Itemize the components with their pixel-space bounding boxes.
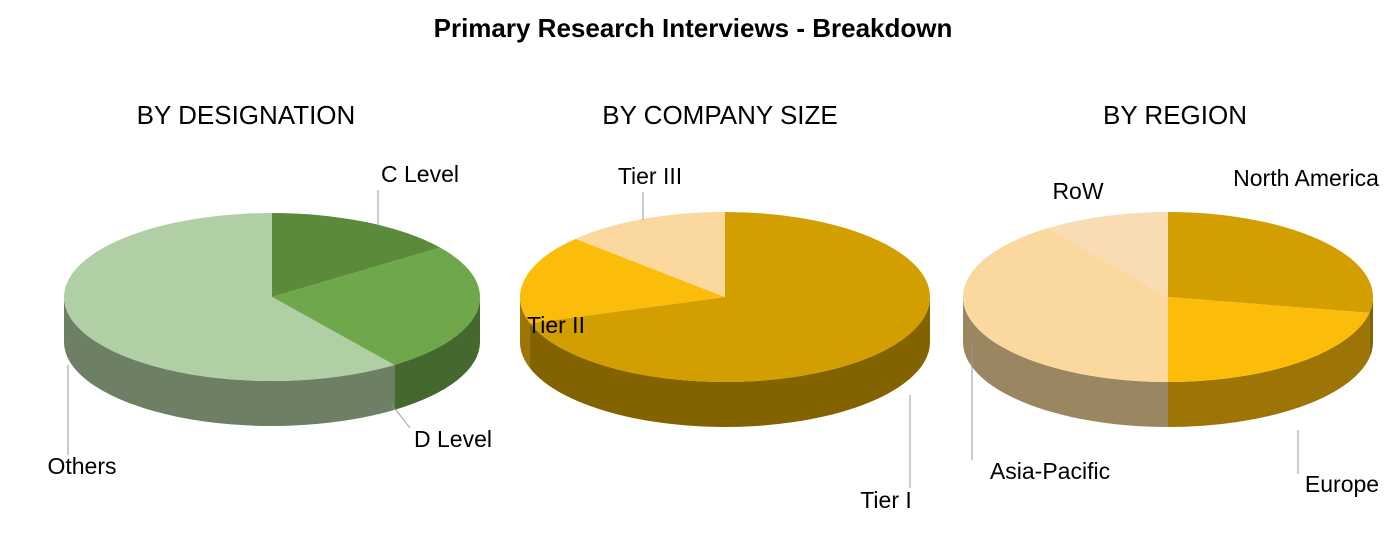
slice-side [64,297,395,426]
slice-label: Europe [1305,471,1379,497]
slice-label: North America [1233,165,1379,191]
slice-side [1168,312,1370,427]
slice-label: Tier III [618,163,682,189]
slice-side [394,297,480,410]
slice [963,228,1168,382]
slice [520,238,725,324]
slice [1047,212,1168,297]
slice-side [1369,297,1373,358]
slice [64,213,395,382]
slice [575,212,725,297]
slice-label: Tier I [860,487,912,513]
slice-side [520,297,531,369]
slice-label: Others [47,453,116,479]
slice [272,247,480,365]
slice-label: Tier II [527,312,585,338]
slice [1168,212,1373,313]
slice [530,212,930,382]
slice-label: D Level [414,426,492,452]
slice-label: C Level [381,161,459,187]
leader-line [391,404,411,429]
slice-label: RoW [1052,178,1103,204]
chart-title: Primary Research Interviews - Breakdown [434,13,953,43]
slice-side [530,297,930,428]
slice [272,213,441,297]
slice [1168,297,1370,382]
slice-side [963,297,1168,427]
pie-title: BY COMPANY SIZE [602,100,838,130]
pie-title: BY DESIGNATION [137,100,356,130]
pie-title: BY REGION [1103,100,1247,130]
slice-label: Asia-Pacific [990,458,1110,484]
